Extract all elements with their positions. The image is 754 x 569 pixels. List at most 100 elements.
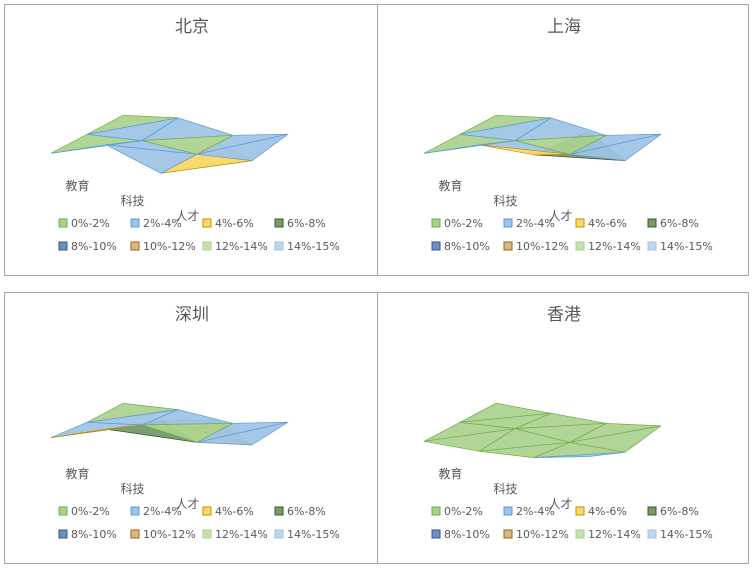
legend-label: 6%-8% — [287, 217, 326, 230]
legend-label: 8%-10% — [71, 240, 117, 253]
surface-facet — [86, 117, 179, 141]
legend-swatch — [130, 241, 140, 251]
surface-mesh — [50, 114, 289, 174]
legend-label: 10%-12% — [516, 240, 569, 253]
legend-swatch — [647, 529, 657, 539]
surface-facet — [533, 451, 626, 458]
legend-label: 8%-10% — [444, 528, 490, 541]
legend-label: 12%-14% — [588, 528, 641, 541]
surface-facet — [196, 133, 289, 161]
legend-swatch — [575, 218, 585, 228]
legend: 0%-2% 2%-4% 4%-6% 6%-8% 8%-10% 10%-12% 12%-14%… — [431, 217, 713, 253]
legend-swatch — [58, 506, 68, 516]
category-label: 科技 — [120, 194, 144, 208]
chart-title: 深圳 — [175, 305, 209, 325]
legend: 0%-2% 2%-4% 4%-6% 6%-8% 8%-10% 10%-12% 12%-14%… — [58, 217, 340, 253]
legend-swatch — [575, 506, 585, 516]
legend-swatch — [274, 506, 284, 516]
legend-swatch — [58, 241, 68, 251]
chart-panel-shenzhen: 深圳教育科技人才 0%-2% 2%-4% 4%-6% 6%-8% 8%-10% 10%-12… — [4, 292, 378, 564]
surface-facet — [141, 134, 234, 155]
legend-swatch — [58, 218, 68, 228]
category-label: 教育 — [438, 178, 462, 193]
surface-facet — [50, 140, 143, 154]
legend-label: 14%-15% — [287, 240, 340, 253]
surface-facet — [423, 428, 516, 452]
legend-swatch — [647, 506, 657, 516]
legend-swatch — [274, 241, 284, 251]
legend-label: 10%-12% — [143, 528, 196, 541]
chart-title: 北京 — [175, 17, 209, 37]
category-label: 教育 — [65, 178, 89, 193]
legend-swatch — [130, 218, 140, 228]
category-label: 人才 — [175, 497, 199, 511]
legend-swatch — [647, 241, 657, 251]
chart-title: 香港 — [547, 305, 581, 325]
legend-label: 6%-8% — [287, 505, 326, 518]
legend-swatch — [503, 529, 513, 539]
chart-panel-beijing: 北京 教育 科技 人才 0%-2% 2%-4% 4%-6% 6%-8% 8%-10% 10%-12… — [4, 4, 378, 276]
legend-swatch — [431, 506, 441, 516]
surface-facet — [459, 412, 552, 429]
legend-label: 4%-6% — [215, 217, 254, 230]
legend-label: 10%-12% — [516, 528, 569, 541]
legend-label: 2%-4% — [143, 505, 182, 518]
legend-swatch — [431, 529, 441, 539]
category-label: 教育 — [438, 466, 462, 481]
surface-facet — [478, 441, 571, 458]
legend-swatch — [202, 241, 212, 251]
surface-mesh — [50, 402, 289, 446]
legend-label: 0%-2% — [71, 217, 110, 230]
legend-label: 0%-2% — [71, 505, 110, 518]
legend-swatch — [503, 506, 513, 516]
chart-title: 上海 — [547, 17, 581, 37]
legend-label: 2%-4% — [516, 217, 555, 230]
legend: 0%-2% 2%-4% 4%-6% 6%-8% 8%-10% 10%-12% 12%-14%… — [58, 505, 340, 541]
legend-label: 12%-14% — [588, 240, 641, 253]
legend-label: 14%-15% — [660, 528, 713, 541]
legend: 0%-2% 2%-4% 4%-6% 6%-8% 8%-10% 10%-12% 12%-14%… — [431, 505, 713, 541]
legend-label: 4%-6% — [588, 217, 627, 230]
legend-swatch — [431, 241, 441, 251]
surface-facet — [569, 133, 662, 161]
legend-swatch — [503, 241, 513, 251]
legend-label: 12%-14% — [215, 240, 268, 253]
legend-label: 14%-15% — [660, 240, 713, 253]
legend-label: 8%-10% — [71, 528, 117, 541]
legend-label: 2%-4% — [143, 217, 182, 230]
surface-mesh — [423, 402, 662, 458]
surface-mesh — [423, 114, 662, 162]
legend-swatch — [58, 529, 68, 539]
surface-facet — [86, 409, 179, 426]
surface-facet — [105, 144, 199, 174]
surface-facet — [569, 425, 662, 453]
chart-panel-hongkong: 香港 教育 科技 人才 0%-2% 2%-4% 4%-6% 6%-8% 8%-10% 10%-12… — [377, 292, 749, 564]
legend-label: 4%-6% — [215, 505, 254, 518]
legend-swatch — [130, 529, 140, 539]
surface-facet — [514, 422, 607, 443]
category-label: 教育 — [65, 466, 89, 481]
surface-facet — [141, 422, 234, 443]
legend-swatch — [202, 506, 212, 516]
category-label: 科技 — [493, 194, 517, 208]
surface-facet — [423, 140, 516, 154]
legend-swatch — [202, 218, 212, 228]
category-label: 人才 — [548, 209, 572, 223]
legend-label: 6%-8% — [660, 217, 699, 230]
surface-facet — [459, 117, 552, 141]
surface-facet — [50, 424, 143, 438]
legend-swatch — [274, 529, 284, 539]
legend-label: 12%-14% — [215, 528, 268, 541]
legend-swatch — [575, 529, 585, 539]
legend-label: 0%-2% — [444, 505, 483, 518]
legend-label: 4%-6% — [588, 505, 627, 518]
category-label: 科技 — [493, 482, 517, 496]
chart-panel-shanghai: 上海 教育 科技 人才 0%-2% 2%-4% 4%-6% 6%-8% 8%-10% 10%-12… — [377, 4, 749, 276]
category-label: 科技 — [120, 482, 144, 496]
legend-swatch — [431, 218, 441, 228]
legend-swatch — [202, 529, 212, 539]
legend-swatch — [130, 506, 140, 516]
